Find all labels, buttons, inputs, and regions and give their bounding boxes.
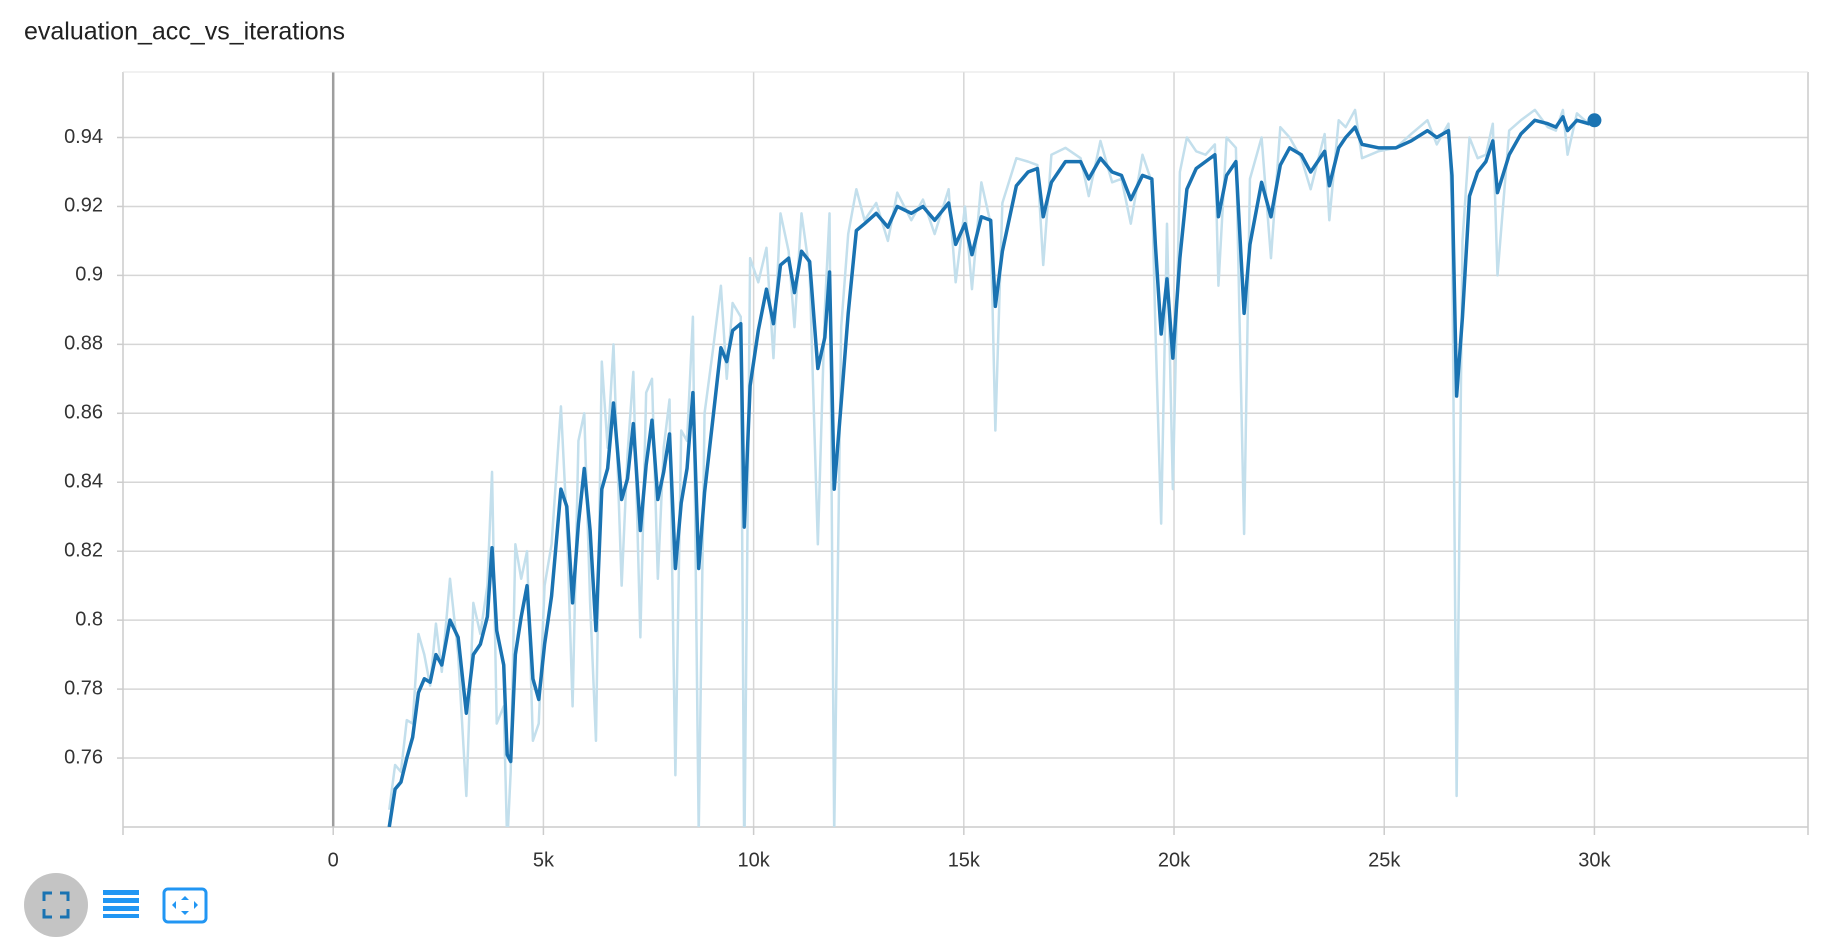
fit-domain-button[interactable] bbox=[162, 887, 208, 924]
x-tick-label: 30k bbox=[1578, 849, 1611, 871]
y-tick-label: 0.9 bbox=[75, 264, 103, 286]
x-tick-label: 20k bbox=[1158, 849, 1191, 871]
fullscreen-button[interactable] bbox=[24, 873, 88, 937]
y-tick-label: 0.8 bbox=[75, 608, 103, 630]
toggle-log-button[interactable] bbox=[103, 890, 139, 918]
x-tick-label: 10k bbox=[737, 849, 770, 871]
x-tick-label: 0 bbox=[328, 849, 339, 871]
last-point bbox=[1587, 113, 1602, 128]
y-tick-label: 0.82 bbox=[64, 539, 103, 561]
toolbar bbox=[24, 873, 208, 937]
x-tick-label: 25k bbox=[1368, 849, 1401, 871]
tick-labels: 0.76 0.78 0.8 0.82 0.84 0.86 0.88 0.9 0.92 0.94 0 5… bbox=[64, 126, 1611, 871]
plot-area bbox=[387, 108, 1602, 827]
y-tick-label: 0.94 bbox=[64, 126, 103, 148]
y-tick-label: 0.86 bbox=[64, 402, 103, 424]
y-tick-label: 0.76 bbox=[64, 746, 103, 768]
y-tick-label: 0.88 bbox=[64, 333, 103, 355]
grid bbox=[123, 72, 1808, 827]
y-tick-label: 0.84 bbox=[64, 471, 103, 493]
x-tick-label: 15k bbox=[948, 849, 981, 871]
chart-title: evaluation_acc_vs_iterations bbox=[24, 18, 345, 46]
y-tick-label: 0.78 bbox=[64, 677, 103, 699]
x-tick-label: 5k bbox=[533, 849, 555, 871]
axes bbox=[117, 71, 1809, 835]
y-tick-label: 0.92 bbox=[64, 195, 103, 217]
smoothed-line bbox=[387, 115, 1596, 827]
